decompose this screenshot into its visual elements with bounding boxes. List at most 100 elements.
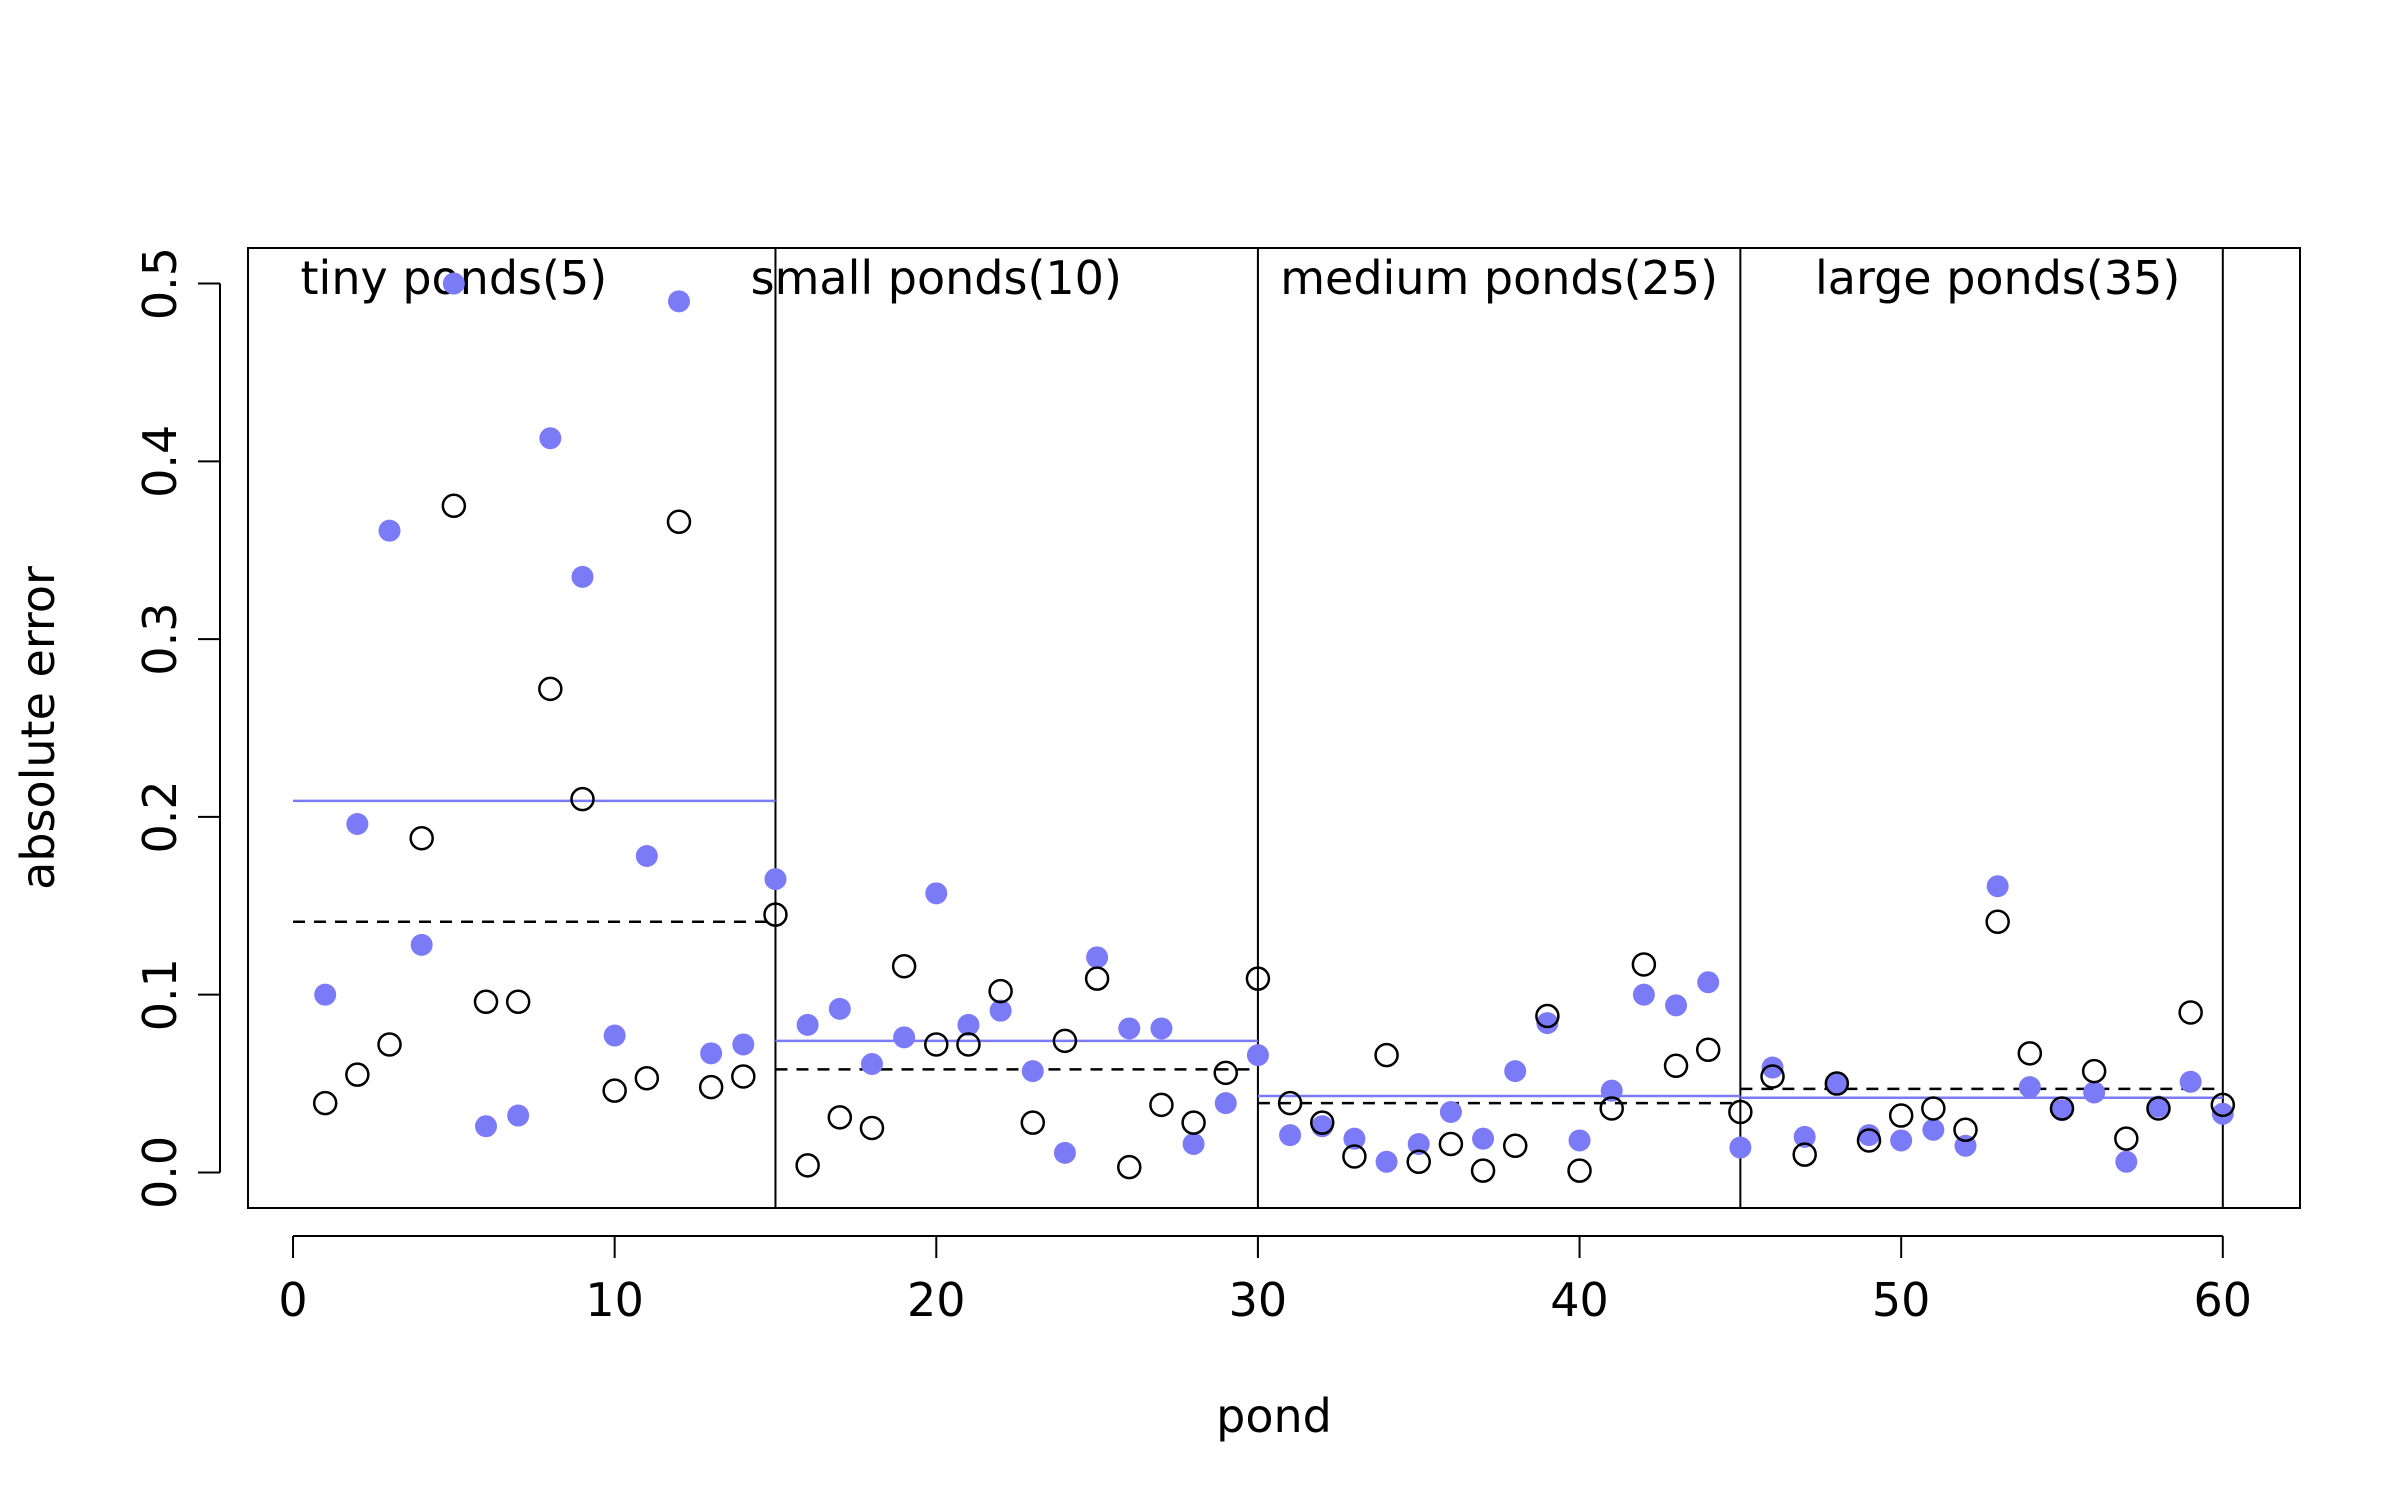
point-open <box>1985 909 2010 935</box>
point-open <box>602 1078 627 1103</box>
point-filled <box>314 983 337 1006</box>
points-layer <box>312 272 2236 1183</box>
point-open <box>763 902 788 927</box>
point-open <box>538 676 563 702</box>
group-layer: tiny ponds(5) small ponds(10) medium ponds… <box>293 248 2224 1208</box>
y-tick-label: 0.1 <box>133 958 187 1031</box>
x-tick-label: 20 <box>907 1273 966 1327</box>
point-open <box>2081 1058 2107 1084</box>
point-filled <box>442 272 465 295</box>
point-open <box>1599 1096 1624 1121</box>
point-open <box>2146 1096 2171 1121</box>
point-open <box>1921 1096 1946 1121</box>
x-tick-label: 10 <box>585 1273 644 1327</box>
x-tick-label: 60 <box>2194 1273 2253 1327</box>
group-label: medium ponds(25) <box>1280 251 1718 305</box>
point-open <box>1695 1037 1721 1063</box>
point-open <box>1277 1090 1303 1116</box>
y-tick-label: 0.3 <box>133 603 187 676</box>
point-open <box>1663 1053 1689 1079</box>
y-tick-label: 0.2 <box>133 780 187 853</box>
y-axis-title: absolute error <box>11 566 65 890</box>
point-filled <box>1118 1017 1141 1040</box>
point-open <box>1213 1060 1239 1086</box>
point-filled <box>1375 1150 1398 1173</box>
point-filled <box>2115 1150 2138 1173</box>
point-open <box>1856 1128 1882 1153</box>
point-filled <box>2050 1099 2073 1122</box>
point-filled <box>828 997 851 1020</box>
point-open <box>1728 1099 1753 1125</box>
point-filled <box>1086 946 1109 969</box>
point-open <box>505 989 531 1015</box>
point-filled <box>571 565 594 588</box>
point-filled <box>475 1115 498 1138</box>
point-filled <box>764 868 787 891</box>
point-filled <box>1729 1136 1752 1159</box>
point-open <box>891 953 917 979</box>
point-open <box>1052 1028 1078 1054</box>
point-open <box>1309 1110 1335 1135</box>
point-filled <box>1246 1044 1269 1067</box>
point-open <box>377 1032 402 1057</box>
point-open <box>1406 1149 1431 1175</box>
point-filled <box>1761 1056 1784 1079</box>
point-filled <box>732 1033 755 1056</box>
point-filled <box>378 519 401 542</box>
axes-layer: 0 10 20 30 40 50 60 0.0 0.1 0.2 0.3 0.4 0.5 <box>133 247 2252 1327</box>
point-open <box>1181 1110 1206 1135</box>
point-filled <box>1439 1101 1462 1123</box>
point-open <box>1760 1064 1785 1089</box>
point-filled <box>1858 1124 1881 1147</box>
point-open <box>827 1105 853 1130</box>
point-filled <box>2179 1070 2202 1093</box>
point-open <box>988 978 1013 1004</box>
point-open <box>409 825 434 851</box>
point-filled <box>893 1026 916 1049</box>
point-filled <box>1504 1060 1527 1083</box>
point-filled <box>1407 1133 1430 1155</box>
point-open <box>2049 1096 2075 1121</box>
point-filled <box>860 1053 883 1075</box>
point-open <box>441 493 467 519</box>
point-open <box>1567 1158 1592 1183</box>
point-open <box>859 1115 885 1141</box>
point-filled <box>1665 994 1688 1017</box>
point-filled <box>507 1104 530 1127</box>
point-filled <box>1343 1127 1366 1150</box>
point-filled <box>1697 971 1720 994</box>
x-axis-title: pond <box>1216 1389 1332 1443</box>
x-tick-label: 0 <box>278 1273 307 1327</box>
point-filled <box>989 999 1012 1022</box>
point-filled <box>410 933 433 956</box>
point-open <box>1020 1110 1046 1135</box>
point-open <box>666 509 692 535</box>
point-filled <box>1600 1079 1623 1102</box>
point-filled <box>667 290 690 313</box>
point-open <box>956 1032 981 1057</box>
point-filled <box>925 882 948 905</box>
point-filled <box>539 427 562 450</box>
point-open <box>1824 1071 1850 1096</box>
group-label: large ponds(35) <box>1815 251 2180 305</box>
point-filled <box>700 1042 723 1065</box>
point-open <box>345 1062 370 1087</box>
y-tick-label: 0.5 <box>133 247 187 320</box>
point-open <box>473 989 499 1015</box>
point-open <box>2114 1126 2139 1151</box>
x-tick-label: 40 <box>1550 1273 1609 1327</box>
point-filled <box>796 1013 819 1036</box>
point-filled <box>1568 1129 1591 1152</box>
point-open <box>1084 966 1110 991</box>
point-filled <box>1053 1141 1076 1164</box>
x-tick-label: 30 <box>1229 1273 1288 1327</box>
point-filled <box>2018 1076 2041 1099</box>
y-tick-label: 0.0 <box>133 1136 187 1209</box>
point-filled <box>1150 1017 1173 1040</box>
point-open <box>1374 1042 1399 1068</box>
point-open <box>2017 1041 2043 1066</box>
point-open <box>698 1074 724 1100</box>
point-open <box>2178 1000 2203 1025</box>
y-tick-label: 0.4 <box>133 425 187 498</box>
